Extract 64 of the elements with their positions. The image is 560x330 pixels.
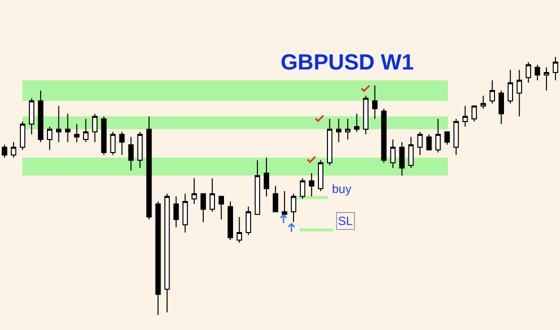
ref-line-label: buy <box>332 182 352 196</box>
candlestick <box>128 136 134 172</box>
candlestick <box>272 186 278 212</box>
candlestick <box>101 116 107 156</box>
candlestick <box>155 200 161 316</box>
chart-title: GBPUSD W1 <box>280 50 414 75</box>
ref-line-label: SL <box>338 214 354 228</box>
candlestick <box>326 118 332 166</box>
candlestick <box>498 90 504 125</box>
candlestick <box>56 106 62 143</box>
candlestick <box>435 118 441 153</box>
candlestick <box>28 98 34 135</box>
candlestick <box>119 131 125 156</box>
candlestick <box>552 56 558 81</box>
candlestick <box>534 64 540 81</box>
candlestick <box>290 193 296 223</box>
candlestick <box>38 90 44 143</box>
candlestick <box>74 124 80 143</box>
candlestick <box>354 113 360 132</box>
candlestick <box>191 178 197 205</box>
candlestick <box>110 131 116 156</box>
candlestick <box>399 142 405 176</box>
candlestick <box>508 69 514 104</box>
candlestick <box>300 178 306 200</box>
candlestick <box>336 118 342 143</box>
candlestick <box>372 84 378 120</box>
candlestick <box>20 121 26 150</box>
candlestick <box>417 131 423 156</box>
candlestick <box>490 80 495 104</box>
candlestick <box>471 106 477 122</box>
candlestick <box>173 196 179 228</box>
candlestick <box>164 193 170 313</box>
candlestick <box>408 136 414 168</box>
candlestick <box>264 157 270 197</box>
candlestick <box>308 172 314 197</box>
candlestick <box>92 113 98 143</box>
candlestick <box>462 106 468 128</box>
candlestick <box>182 193 188 233</box>
candlestick <box>390 139 396 168</box>
candlestick <box>2 144 8 158</box>
candlestick <box>83 118 89 143</box>
candlestick <box>218 196 224 220</box>
candlestick <box>137 131 143 168</box>
candlestick <box>345 118 350 140</box>
candlestick <box>426 134 432 150</box>
candlestick <box>318 160 324 192</box>
candlestick <box>146 116 152 220</box>
candlestick <box>200 193 206 223</box>
candlestick <box>210 178 215 212</box>
candlestick <box>480 95 486 110</box>
candlestick <box>544 66 550 92</box>
candlestick <box>453 118 459 156</box>
candlestick <box>246 206 252 236</box>
candlestick <box>46 126 52 150</box>
candlestick <box>228 200 234 241</box>
candlestick <box>10 142 16 158</box>
candlestick <box>444 131 450 146</box>
candlestick <box>381 108 387 164</box>
candlestick <box>236 216 242 244</box>
candlestick <box>254 160 260 215</box>
candlestick <box>363 95 369 135</box>
candlestick <box>526 62 532 84</box>
candlestick <box>65 113 70 143</box>
candlestick <box>516 69 522 117</box>
